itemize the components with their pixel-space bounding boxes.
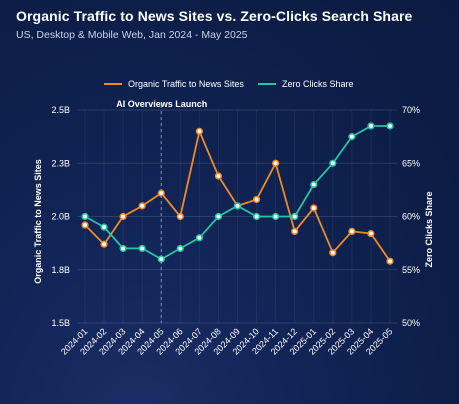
chart-title: Organic Traffic to News Sites vs. Zero-C… xyxy=(16,8,413,24)
zero-clicks-point xyxy=(81,212,89,221)
annotation-group: AI Overviews Launch xyxy=(116,99,207,323)
y-left-tick-label: 2.5B xyxy=(51,105,70,115)
series-points xyxy=(81,122,394,265)
y-right-tick-label: 55% xyxy=(402,265,420,275)
organic-traffic-point xyxy=(386,257,394,265)
y-right-axis-title: Zero Clicks Share xyxy=(424,191,434,267)
zero-clicks-point xyxy=(291,212,299,221)
zero-clicks-point xyxy=(272,212,280,221)
organic-traffic-point xyxy=(348,227,356,236)
organic-traffic-point xyxy=(195,127,203,135)
zero-clicks-point xyxy=(386,122,394,130)
zero-clicks-point xyxy=(310,180,318,189)
zero-clicks-point xyxy=(348,133,356,141)
y-right-tick-label: 50% xyxy=(402,318,420,328)
organic-traffic-point xyxy=(138,202,146,210)
axes-group: 1.5B 50%1.8B 55%2.0B 60%2.3B 65%2.5B 70%2024-… xyxy=(33,105,434,357)
organic-traffic-point xyxy=(291,227,299,236)
organic-traffic-point xyxy=(310,204,318,212)
organic-traffic-point xyxy=(329,249,337,257)
zero-clicks-point xyxy=(214,212,223,221)
zero-clicks-point xyxy=(329,159,337,167)
zero-clicks-point xyxy=(367,122,375,130)
y-left-tick-label: 2.3B xyxy=(51,158,70,168)
zero-clicks-point xyxy=(138,244,146,253)
organic-traffic-point xyxy=(252,195,261,204)
y-right-tick-label: 70% xyxy=(402,105,420,115)
chart-subtitle: US, Desktop & Mobile Web, Jan 2024 - May… xyxy=(16,29,248,41)
zero-clicks-point xyxy=(195,234,203,242)
y-right-tick-label: 60% xyxy=(402,212,420,222)
y-left-tick-label: 1.5B xyxy=(51,318,70,328)
organic-traffic-point xyxy=(119,212,127,221)
zero-clicks-point xyxy=(252,212,261,221)
legend: Organic Traffic to News Sites Zero Clicks… xyxy=(104,79,354,89)
legend-label-organic-traffic: Organic Traffic to News Sites xyxy=(128,79,244,89)
organic-traffic-point xyxy=(367,229,375,238)
zero-clicks-point xyxy=(233,202,242,210)
organic-traffic-point xyxy=(100,240,108,248)
organic-traffic-point xyxy=(81,221,89,229)
annotation-label: AI Overviews Launch xyxy=(116,99,207,109)
y-right-tick-label: 65% xyxy=(402,158,420,168)
legend-label-zero-clicks: Zero Clicks Share xyxy=(282,79,354,89)
zero-clicks-point xyxy=(176,244,184,253)
zero-clicks-point xyxy=(157,255,165,263)
y-left-tick-label: 2.0B xyxy=(51,212,70,222)
zero-clicks-point xyxy=(119,244,127,253)
zero-clicks-point xyxy=(100,223,108,231)
y-left-axis-title: Organic Traffic to News Sites xyxy=(33,159,43,284)
organic-traffic-point xyxy=(272,159,280,167)
y-left-tick-label: 1.8B xyxy=(51,265,70,275)
organic-traffic-point xyxy=(176,212,184,221)
organic-traffic-point xyxy=(157,189,165,197)
organic-traffic-point xyxy=(214,172,223,180)
